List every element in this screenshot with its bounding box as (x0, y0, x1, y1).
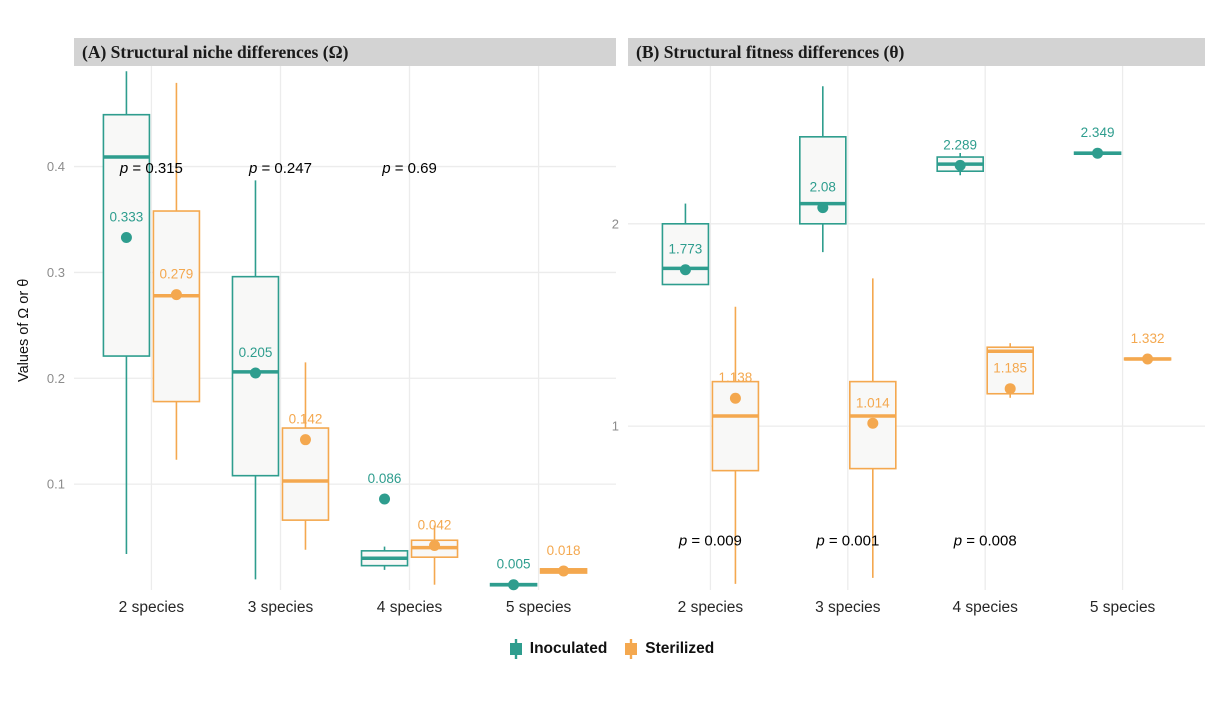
x-axis-label: 3 species (815, 599, 881, 616)
legend-key-boxplot-icon (509, 639, 522, 659)
mean-label: 0.042 (418, 518, 452, 533)
legend-key-box (625, 643, 638, 655)
mean-point (954, 159, 966, 171)
y-axis-title: Values of Ω or θ (16, 278, 32, 382)
mean-label: 1.332 (1131, 331, 1165, 346)
mean-label: 2.289 (943, 137, 977, 152)
mean-point (867, 417, 879, 429)
box (711, 380, 760, 472)
mean-point (679, 264, 691, 276)
mean-point (379, 493, 391, 505)
p-value-label: p = 0.69 (381, 160, 437, 177)
mean-point (558, 565, 570, 577)
mean-label: 0.142 (289, 412, 323, 427)
legend-key-box (509, 643, 522, 655)
p-value-label: p = 0.001 (815, 532, 879, 549)
mean-label: 0.205 (239, 345, 273, 360)
legend-label: Inoculated (529, 640, 608, 657)
p-value-label: p = 0.247 (248, 160, 312, 177)
mean-label: 1.773 (669, 242, 703, 257)
x-axis-label: 3 species (248, 599, 314, 616)
x-axis-label: 4 species (952, 599, 1018, 616)
mean-point (170, 289, 182, 301)
box (661, 223, 710, 286)
y-tick-label: 0.3 (47, 265, 65, 280)
mean-point (508, 579, 520, 591)
x-axis-label: 5 species (1090, 599, 1156, 616)
mean-point (429, 540, 441, 552)
x-axis-label: 4 species (377, 599, 443, 616)
box (152, 210, 201, 403)
legend-label: Sterilized (645, 640, 715, 657)
mean-point (1004, 383, 1016, 395)
panel-b-title-strip: (B) Structural fitness differences (θ) (628, 38, 1205, 66)
mean-point (729, 392, 741, 404)
p-value-label: p = 0.315 (119, 160, 183, 177)
y-tick-label: 0.1 (47, 477, 65, 492)
y-tick-label: 0.2 (47, 371, 65, 386)
mean-label: 2.08 (810, 180, 836, 195)
mean-label: 0.086 (368, 471, 402, 486)
p-value-label: p = 0.009 (678, 532, 742, 549)
mean-label: 0.005 (497, 557, 531, 572)
mean-point (249, 367, 261, 379)
mean-point (120, 231, 132, 243)
mean-label: 1.185 (993, 361, 1027, 376)
x-axis-label: 2 species (119, 599, 185, 616)
legend-key-boxplot-icon (625, 639, 638, 659)
legend-item-sterilized: Sterilized (623, 638, 714, 660)
panel-b-plot: 1 2 2 species 3 species 4 species 5 species 1.… (612, 66, 1205, 616)
mean-label: 0.279 (160, 267, 194, 282)
mean-label: 1.138 (719, 370, 753, 385)
x-axis-label: 5 species (506, 599, 572, 616)
mean-label: 0.018 (547, 543, 581, 558)
p-value-label: p = 0.008 (953, 532, 1017, 549)
mean-label: 1.014 (856, 395, 890, 410)
mean-point (299, 434, 311, 446)
mean-point (1092, 147, 1104, 159)
mean-point (1142, 353, 1154, 365)
x-axis-label: 2 species (678, 599, 744, 616)
y-tick-label: 2 (612, 216, 619, 231)
y-tick-label: 0.4 (47, 159, 65, 174)
mean-label: 2.349 (1081, 125, 1115, 140)
legend: Inoculated Sterilized (0, 638, 1222, 660)
panel-a-plot: 0.1 0.2 0.3 0.4 2 species 3 species 4 species 5… (47, 66, 616, 616)
panel-a-title-strip: (A) Structural niche differences (Ω) (74, 38, 616, 66)
mean-label: 0.333 (110, 209, 144, 224)
box (102, 113, 151, 357)
legend-item-inoculated: Inoculated (508, 638, 608, 660)
mean-point (817, 202, 829, 214)
y-tick-label: 1 (612, 419, 619, 434)
